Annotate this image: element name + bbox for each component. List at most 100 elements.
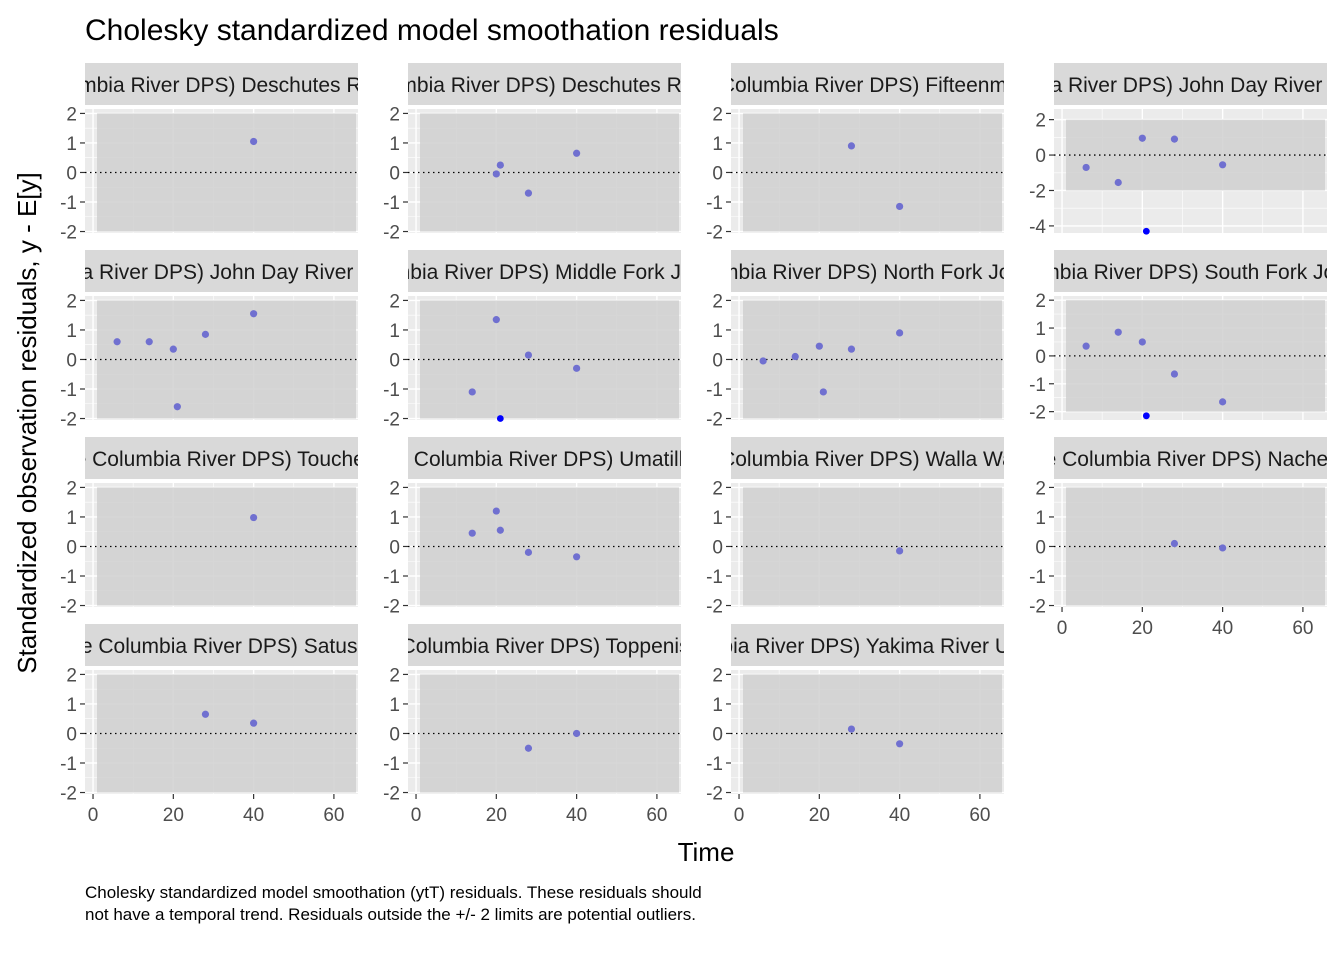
y-tick-label: 2 <box>1035 111 1046 132</box>
y-tick-label: 0 <box>389 537 400 558</box>
y-tick-label: 0 <box>1035 347 1046 368</box>
y-tick-label: -2 <box>383 784 400 805</box>
y-tick-label: 0 <box>66 350 77 371</box>
residual-point <box>169 345 177 353</box>
y-tick-label: -1 <box>60 567 77 588</box>
residual-point <box>1114 178 1122 187</box>
y-tick-label: 2 <box>389 478 400 499</box>
y-tick-label: 2 <box>1035 291 1046 312</box>
residual-point <box>1219 161 1227 169</box>
residual-point <box>1082 163 1090 172</box>
facet-strip-label: (Middle Columbia River DPS) Deschutes Ri… <box>0 74 482 97</box>
facet-strip-label: (Middle Columbia River DPS) Deschutes Ri… <box>282 74 808 97</box>
residual-point <box>496 526 504 534</box>
residual-point <box>1114 328 1122 336</box>
x-tick-label: 20 <box>1132 618 1153 639</box>
y-tick-label: 1 <box>712 134 723 155</box>
y-tick-label: -2 <box>1029 181 1046 202</box>
y-tick-label: 1 <box>389 695 400 716</box>
residual-point <box>1170 135 1179 143</box>
facet-strip-label: (Middle Columbia River DPS) South Fork J… <box>924 261 1344 284</box>
y-tick-label: 0 <box>389 350 400 371</box>
residual-point <box>145 338 153 346</box>
outlier-point <box>1142 412 1150 420</box>
y-tick-label: 0 <box>712 163 723 184</box>
facet-strip <box>408 250 681 292</box>
facet-panel: (Middle Columbia River DPS) Naches River… <box>987 437 1344 639</box>
y-tick-label: 1 <box>389 321 400 342</box>
y-tick-label: -4 <box>1029 217 1046 238</box>
y-tick-label: -2 <box>60 410 77 431</box>
facet-panel: (Middle Columbia River DPS) Yakima River… <box>706 624 1004 826</box>
facet-panel: (Middle Columbia River DPS) Middle Fork … <box>383 250 681 431</box>
residual-point <box>250 719 258 727</box>
y-tick-label: 0 <box>712 537 723 558</box>
facet-strip <box>1054 250 1327 292</box>
residual-point <box>113 338 121 346</box>
y-tick-label: 0 <box>66 163 77 184</box>
facet-strip-label: (Middle Columbia River DPS) Naches River <box>987 448 1344 471</box>
y-tick-label: -2 <box>1029 597 1046 618</box>
facet-panel: (Middle Columbia River DPS) John Day Riv… <box>60 250 358 431</box>
residual-point <box>896 740 904 748</box>
facet-panel: (Middle Columbia River DPS) Deschutes Ri… <box>0 63 482 244</box>
x-tick-label: 20 <box>486 805 507 826</box>
x-tick-label: 0 <box>1057 618 1068 639</box>
residual-point <box>1138 338 1146 346</box>
residual-point <box>847 725 856 733</box>
outlier-point <box>496 415 504 422</box>
y-tick-label: 2 <box>1035 478 1046 499</box>
facet-strip <box>731 437 1004 479</box>
y-tick-label: 1 <box>712 695 723 716</box>
y-tick-label: -1 <box>60 193 77 214</box>
facet-strip-label: (Middle Columbia River DPS) Touchet Rive… <box>17 448 425 471</box>
facet-panel: (Middle Columbia River DPS) South Fork J… <box>924 250 1344 424</box>
y-tick-label: 1 <box>66 321 77 342</box>
facet-panel: (Middle Columbia River DPS) Walla Walla … <box>645 437 1089 618</box>
residual-point <box>250 310 258 318</box>
residual-point <box>250 513 258 522</box>
facet-strip <box>731 250 1004 292</box>
facet-strip-label: (Middle Columbia River DPS) John Day Riv… <box>899 74 1344 97</box>
facet-strip-label: (Middle Columbia River DPS) Umatilla Riv… <box>339 448 750 471</box>
residual-point <box>1219 544 1227 552</box>
y-tick-label: 2 <box>66 478 77 499</box>
y-tick-label: 2 <box>389 104 400 125</box>
y-tick-label: 0 <box>712 724 723 745</box>
y-tick-label: -1 <box>706 754 723 775</box>
residual-point <box>815 342 823 350</box>
x-tick-label: 0 <box>411 805 422 826</box>
y-tick-label: 2 <box>66 104 77 125</box>
facet-panel: (Middle Columbia River DPS) Touchet Rive… <box>17 437 425 618</box>
facet-strip-label: (Middle Columbia River DPS) Toppenish Cr… <box>326 635 764 658</box>
facet-strip <box>731 624 1004 666</box>
residual-point <box>573 729 581 738</box>
residual-point <box>573 149 581 157</box>
y-tick-label: -2 <box>60 223 77 244</box>
y-tick-label: -2 <box>706 597 723 618</box>
y-tick-label: -1 <box>383 380 400 401</box>
residual-point <box>1138 134 1146 142</box>
facet-panel: (Middle Columbia River DPS) Fifteenmile … <box>706 63 1004 244</box>
x-tick-label: 20 <box>809 805 830 826</box>
x-tick-label: 0 <box>88 805 99 826</box>
facet-strip-label: (Middle Columbia River DPS) North Fork J… <box>603 261 1132 284</box>
residual-point <box>847 142 856 150</box>
y-tick-label: 1 <box>1035 319 1046 340</box>
y-tick-label: 0 <box>389 163 400 184</box>
residual-point <box>524 548 533 556</box>
residual-point <box>759 357 767 365</box>
facet-panels: (Middle Columbia River DPS) Deschutes Ri… <box>0 63 1344 826</box>
facet-panel: (Middle Columbia River DPS) North Fork J… <box>603 250 1132 431</box>
x-tick-label: 40 <box>566 805 587 826</box>
y-tick-label: 2 <box>712 478 723 499</box>
x-tick-label: 60 <box>1292 618 1313 639</box>
y-tick-label: -2 <box>60 597 77 618</box>
residual-point <box>1219 398 1227 406</box>
residual-point <box>201 330 210 338</box>
outlier-point <box>1142 227 1150 235</box>
x-tick-label: 60 <box>323 805 344 826</box>
y-tick-label: -1 <box>383 754 400 775</box>
facet-strip-label: (Middle Columbia River DPS) Walla Walla … <box>645 448 1089 471</box>
y-tick-label: 1 <box>66 508 77 529</box>
